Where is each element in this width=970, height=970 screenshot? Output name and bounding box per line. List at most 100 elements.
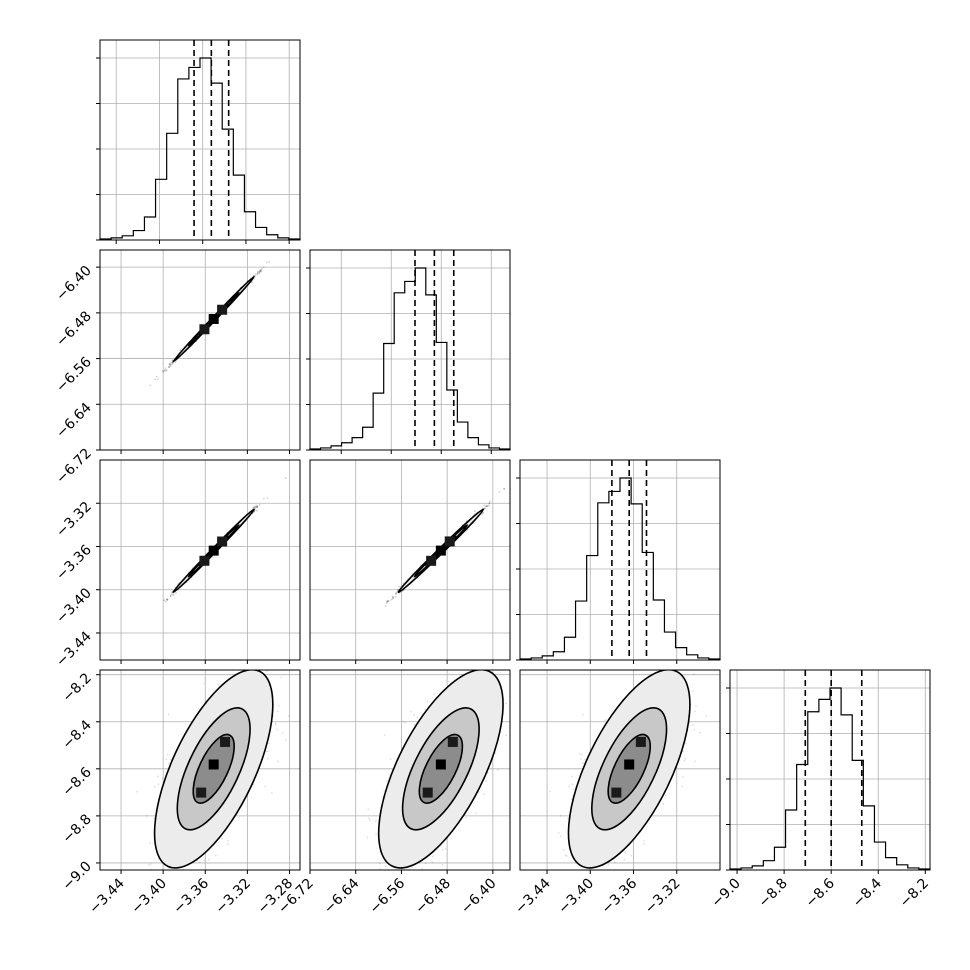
scatter-point	[168, 363, 171, 366]
scatter-point	[392, 596, 394, 599]
scatter-point	[171, 359, 174, 362]
y-tick-label: −6.64	[53, 400, 95, 442]
scatter-point	[172, 593, 175, 596]
scatter-point	[263, 497, 265, 500]
density-core	[217, 536, 228, 547]
scatter-point	[171, 363, 173, 366]
scatter-point	[156, 378, 159, 381]
scatter-point	[256, 505, 258, 508]
hist-panel-1	[96, 39, 301, 241]
scatter-point	[149, 384, 152, 387]
scatter-point	[256, 505, 259, 508]
scatter-point	[260, 269, 262, 271]
scatter-point	[255, 506, 258, 508]
scatter-point	[258, 504, 261, 506]
hist-outline	[99, 57, 301, 240]
scatter-point	[164, 367, 167, 370]
scatter-point	[255, 509, 258, 512]
scatter-point	[266, 261, 268, 264]
panel-background	[310, 250, 510, 450]
y-tick-label: −3.40	[53, 585, 95, 627]
scatter-point	[395, 592, 397, 595]
scatter-point	[254, 505, 257, 508]
scatter-point	[163, 599, 166, 602]
scatter-point	[163, 369, 166, 372]
scatter-point	[166, 598, 169, 601]
y-tick-label: −6.40	[53, 263, 95, 305]
scatter-panel-2-1: −6.72−6.64−6.56−6.48−6.40	[53, 249, 301, 488]
scatter-point	[162, 370, 164, 372]
scatter-point	[259, 269, 262, 272]
scatter-point	[253, 506, 256, 509]
scatter-point	[168, 366, 170, 369]
scatter-point	[175, 592, 177, 594]
density-core	[217, 304, 228, 315]
scatter-point	[256, 506, 258, 509]
density-core	[199, 555, 210, 566]
scatter-point	[387, 599, 390, 602]
scatter-point	[171, 362, 174, 364]
scatter-point	[162, 370, 165, 373]
scatter-point	[259, 270, 261, 272]
scatter-point	[254, 275, 257, 277]
density-core	[199, 324, 210, 335]
data-layer	[384, 488, 506, 607]
scatter-point	[179, 349, 182, 352]
scatter-point	[260, 268, 263, 270]
panel-background	[730, 670, 930, 870]
panel-frame	[99, 249, 301, 451]
scatter-point	[155, 375, 158, 378]
scatter-point	[168, 366, 171, 368]
scatter-point	[268, 261, 271, 263]
y-tick-label: −3.44	[53, 628, 95, 670]
panel-background	[100, 250, 300, 450]
scatter-point	[252, 506, 255, 509]
panel-background	[310, 460, 510, 660]
scatter-point	[258, 271, 261, 273]
scatter-point	[169, 594, 172, 597]
scatter-point	[257, 270, 259, 273]
scatter-point	[254, 507, 257, 509]
scatter-point	[284, 477, 287, 480]
scatter-point	[171, 362, 174, 365]
scatter-point	[258, 270, 261, 273]
scatter-point	[165, 370, 167, 372]
y-tick-label: −6.72	[53, 446, 95, 488]
scatter-point	[483, 504, 486, 507]
hist-panel-4	[726, 669, 931, 871]
scatter-point	[174, 361, 177, 363]
scatter-point	[166, 598, 169, 601]
density-core	[208, 545, 219, 556]
scatter-point	[256, 504, 258, 507]
scatter-point	[257, 271, 259, 274]
scatter-point	[169, 363, 172, 366]
scatter-point	[169, 365, 172, 367]
scatter-point	[258, 272, 261, 275]
scatter-point	[386, 600, 389, 603]
data-layer	[149, 261, 271, 387]
data-layer	[163, 477, 287, 603]
scatter-point	[503, 488, 505, 490]
density-core	[208, 313, 219, 324]
scatter-point	[254, 506, 256, 509]
scatter-point	[168, 363, 171, 366]
y-tick-label: −3.32	[53, 499, 95, 541]
scatter-point	[259, 270, 262, 272]
scatter-point	[169, 362, 172, 364]
scatter-point	[168, 365, 171, 368]
scatter-point	[488, 503, 491, 505]
scatter-point	[260, 270, 263, 273]
hist-outline	[309, 267, 511, 450]
scatter-point	[172, 594, 175, 596]
scatter-point	[154, 378, 157, 381]
scatter-point	[266, 497, 269, 499]
scatter-point	[165, 369, 168, 371]
scatter-point	[394, 593, 397, 595]
scatter-point	[164, 600, 167, 603]
scatter-point	[170, 593, 173, 596]
scatter-panel-3-2	[309, 459, 511, 661]
scatter-point	[256, 273, 259, 276]
scatter-panel-3-1: −3.44−3.40−3.36−3.32	[53, 459, 301, 670]
scatter-point	[169, 595, 172, 598]
